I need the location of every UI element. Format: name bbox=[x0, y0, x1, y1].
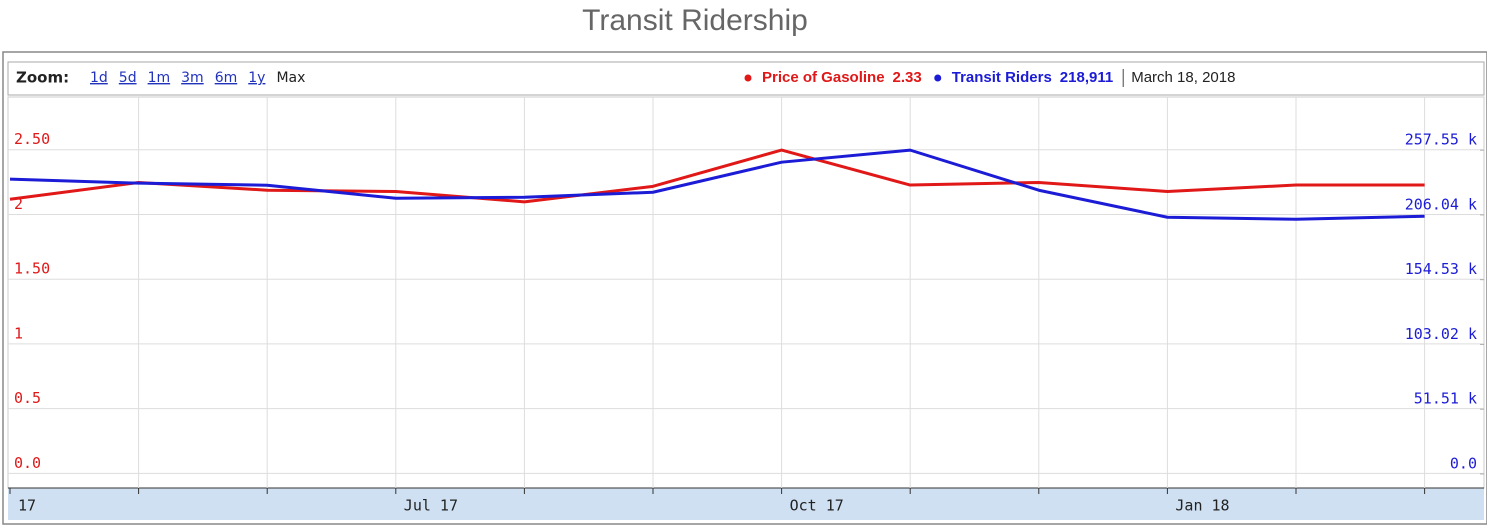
zoom-option[interactable]: 5d bbox=[119, 70, 137, 86]
zoom-option[interactable]: 1d bbox=[90, 70, 108, 86]
y2-tick-label: 257.55 k bbox=[1405, 131, 1477, 149]
y2-tick-label: 51.51 k bbox=[1414, 390, 1477, 408]
series-line bbox=[9, 148, 1425, 221]
legend-label: Transit Riders bbox=[952, 69, 1052, 86]
y2-tick-label: 103.02 k bbox=[1405, 325, 1477, 343]
y-tick-label: 2.50 bbox=[14, 130, 50, 148]
plot-area bbox=[7, 96, 1485, 489]
legend-label: Price of Gasoline bbox=[762, 69, 885, 86]
chart-title: Transit Ridership bbox=[582, 4, 808, 37]
x-tick-label: 17 bbox=[18, 497, 36, 515]
zoom-option[interactable]: 1y bbox=[248, 70, 265, 86]
x-tick-label: Jul 17 bbox=[404, 497, 458, 515]
y-tick-label: 1 bbox=[14, 324, 23, 342]
y-tick-label: 0.0 bbox=[14, 454, 41, 472]
y-tick-label: 2 bbox=[14, 195, 23, 213]
series-line bbox=[9, 148, 1425, 204]
x-tick-label: Oct 17 bbox=[790, 497, 844, 515]
legend-readout: 2.33 bbox=[893, 69, 922, 86]
y-tick-label: 0.5 bbox=[14, 389, 41, 407]
legend: Price of Gasoline 2.33 Transit Riders 218,9… bbox=[744, 69, 1235, 87]
legend-marker bbox=[934, 74, 942, 82]
zoom-option[interactable]: 6m bbox=[215, 70, 238, 86]
x-axis-bar bbox=[8, 488, 1484, 520]
zoom-option[interactable]: 1m bbox=[148, 70, 171, 86]
zoom-label: Zoom: bbox=[16, 69, 69, 87]
readout-date: March 18, 2018 bbox=[1131, 69, 1235, 86]
x-tick-label: Jan 18 bbox=[1175, 497, 1229, 515]
y2-tick-label: 0.0 bbox=[1450, 454, 1477, 472]
legend-marker bbox=[744, 74, 752, 82]
zoom-option: Max bbox=[276, 70, 305, 86]
y2-tick-label: 206.04 k bbox=[1405, 195, 1477, 213]
zoom-option[interactable]: 3m bbox=[181, 70, 204, 86]
legend-readout: 218,911 bbox=[1060, 69, 1113, 86]
y-tick-label: 1.50 bbox=[14, 260, 50, 278]
y2-tick-label: 154.53 k bbox=[1405, 260, 1477, 278]
